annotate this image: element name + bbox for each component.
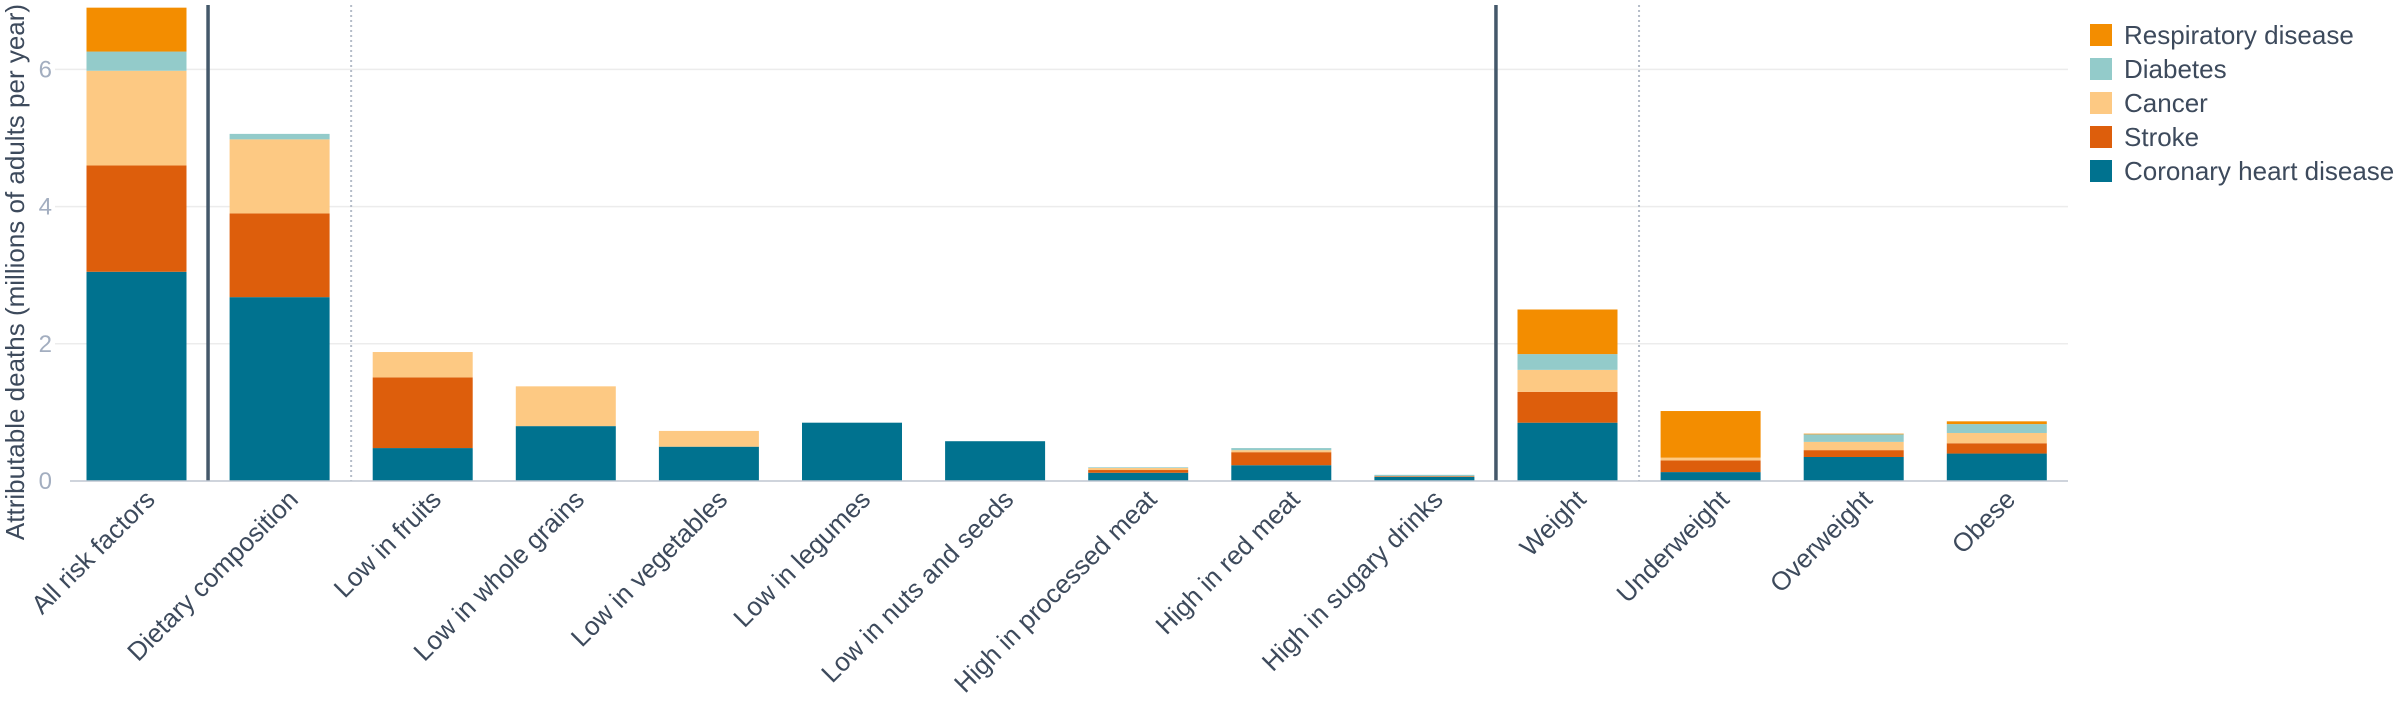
legend-item[interactable]: Respiratory disease [2090,18,2394,52]
x-tick-label: All risk factors [25,484,161,620]
legend-item[interactable]: Coronary heart disease [2090,154,2394,188]
bar-segment [1660,457,1761,461]
bar-segment [1517,422,1618,481]
bar-segment [658,446,759,481]
bar-segment [1517,369,1618,392]
bar-segment [372,377,473,449]
bar-segment [229,139,330,214]
bar-segment [1231,465,1332,481]
x-tick-label: High in red meat [1149,483,1306,640]
bar-segment [1517,309,1618,355]
bar-segment [1088,467,1189,468]
bar-segment [1946,453,2047,481]
bar-segment [515,426,616,481]
x-tick-label: Low in legumes [727,484,876,633]
bar-segment [1803,434,1904,442]
bar-segment [86,51,187,71]
y-tick-label: 2 [39,331,52,358]
legend: Respiratory disease Diabetes Cancer Stroke C… [2090,18,2394,188]
bar-segment [1803,456,1904,481]
bar-segment [1660,460,1761,473]
group-dividers [206,5,1641,481]
legend-item[interactable]: Diabetes [2090,52,2394,86]
bar-segment [1088,472,1189,481]
bar-segment [1374,476,1475,481]
bar-segment [1803,441,1904,451]
bars [86,7,2047,481]
bar-segment [1231,452,1332,466]
legend-swatch [2090,58,2112,80]
bar-segment [945,441,1046,481]
x-tick-label: Overweight [1764,483,1879,598]
bar-segment [515,386,616,427]
x-tick-label: Weight [1514,483,1593,562]
legend-item[interactable]: Stroke [2090,120,2394,154]
legend-item[interactable]: Cancer [2090,86,2394,120]
legend-swatch [2090,24,2112,46]
y-tick-label: 6 [39,56,52,83]
bar-segment [229,297,330,481]
bar-segment [1946,443,2047,454]
x-tick-label: Low in fruits [328,484,447,603]
legend-label: Diabetes [2124,53,2227,84]
bar-segment [1231,448,1332,451]
bar-segment [1946,421,2047,425]
bar-segment [1946,432,2047,444]
bar-segment [1803,433,1904,435]
gridlines [55,68,2068,345]
bar-segment [802,422,902,481]
bar-segment [658,430,759,447]
legend-label: Cancer [2124,87,2208,118]
bar-segment [372,352,473,378]
bar-segment [1517,391,1618,423]
x-tick-label: Underweight [1610,483,1735,608]
bar-segment [372,448,473,481]
bar-segment [1517,354,1618,370]
bar-segment [1088,470,1189,473]
legend-swatch [2090,160,2112,182]
bar-segment [229,133,330,140]
legend-label: Coronary heart disease [2124,155,2395,186]
x-tick-label: Obese [1946,484,2021,559]
bar-segment [1088,467,1189,471]
legend-label: Stroke [2124,121,2200,152]
bar-segment [229,213,330,298]
legend-label: Respiratory disease [2124,19,2354,50]
bar-segment [86,70,187,166]
x-tick-label: Low in vegetables [565,484,733,652]
legend-swatch [2090,126,2112,148]
bar-segment [1946,424,2047,433]
bar-segment [1803,450,1904,457]
y-tick-label: 0 [39,468,52,495]
bar-segment [1374,476,1475,477]
legend-swatch [2090,92,2112,114]
bar-segment [86,271,187,481]
bar-segment [1660,411,1761,458]
bar-segment [1231,450,1332,453]
bar-segment [86,7,187,52]
bar-segment [1374,474,1475,477]
y-tick-label: 4 [39,194,52,221]
bar-segment [1660,472,1761,481]
y-axis-title: Attributable deaths (millions of adults … [0,4,30,540]
bar-segment [86,165,187,272]
